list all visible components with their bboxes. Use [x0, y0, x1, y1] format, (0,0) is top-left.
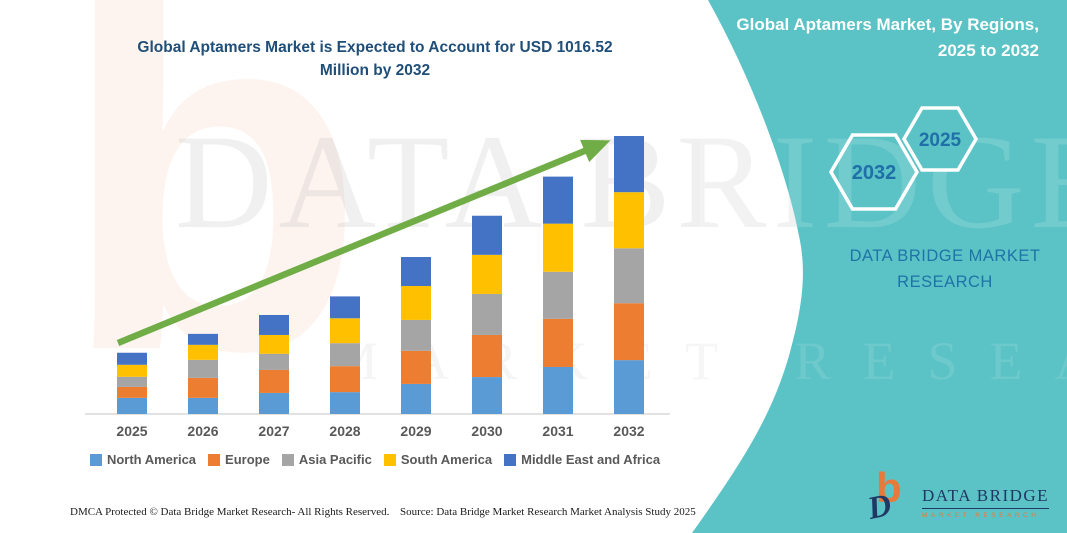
bar-segment-2032-middle-east-and-africa [614, 136, 644, 193]
bar-segment-2026-asia-pacific [188, 359, 218, 378]
bar-segment-2031-north-america [543, 366, 573, 414]
bar-segment-2031-asia-pacific [543, 271, 573, 319]
bar-segment-2032-north-america [614, 360, 644, 414]
bar-segment-2028-south-america [330, 318, 360, 344]
bar-segment-2027-south-america [259, 334, 289, 354]
bar-segment-2029-south-america [401, 286, 431, 320]
x-axis-label-2027: 2027 [258, 423, 289, 439]
bar-segment-2032-asia-pacific [614, 248, 644, 304]
legend-label: North America [106, 452, 197, 467]
bar-segment-2028-asia-pacific [330, 343, 360, 367]
bar-segment-2028-europe [330, 366, 360, 393]
legend-label: Europe [225, 452, 270, 467]
legend-swatch-icon [383, 453, 396, 466]
bar-segment-2029-europe [401, 350, 431, 384]
chart-title: Global Aptamers Market is Expected to Ac… [137, 39, 613, 80]
x-axis-label-2025: 2025 [116, 423, 147, 439]
panel-title: Global Aptamers Market, By Regions, 2025… [736, 15, 1039, 60]
footer-dmca-text: DMCA Protected © Data Bridge Market Rese… [70, 506, 390, 518]
bar-segment-2028-middle-east-and-africa [330, 296, 360, 319]
legend-label: Asia Pacific [298, 452, 372, 467]
bar-segment-2031-europe [543, 318, 573, 367]
bar-segment-2030-asia-pacific [472, 293, 502, 335]
legend-item-north-america: North America [89, 452, 197, 467]
bar-segment-2029-middle-east-and-africa [401, 257, 431, 287]
x-axis-label-2032: 2032 [613, 423, 644, 439]
bar-segment-2029-north-america [401, 383, 431, 414]
hexagon-2032 [828, 133, 920, 211]
dbmr-logo: b D DATA BRIDGE MARKET RESEARCH [864, 464, 1066, 530]
bar-segment-2032-europe [614, 303, 644, 361]
bar-segment-2029-asia-pacific [401, 319, 431, 351]
logo-name: DATA BRIDGE [922, 486, 1050, 509]
legend-item-asia-pacific: Asia Pacific [281, 452, 372, 467]
legend-item-south-america: South America [383, 452, 493, 467]
dbmr-logo-icon: b D [864, 464, 902, 527]
x-axis-label-2026: 2026 [187, 423, 218, 439]
bar-segment-2030-europe [472, 334, 502, 378]
bar-segment-2026-middle-east-and-africa [188, 333, 218, 345]
bar-segment-2026-europe [188, 377, 218, 398]
logo-tagline: MARKET RESEARCH [922, 511, 1040, 519]
legend-swatch-icon [504, 453, 517, 466]
bar-segment-2030-middle-east-and-africa [472, 215, 502, 255]
x-axis-label-2028: 2028 [329, 423, 360, 439]
legend-swatch-icon [281, 453, 294, 466]
bar-segment-2027-middle-east-and-africa [259, 314, 289, 335]
bar-segment-2030-south-america [472, 254, 502, 294]
x-axis-labels: 2025 2026 2027 2028 2029 2030 2031 2032 [116, 423, 644, 439]
trend-arrow [116, 139, 611, 347]
legend-label: South America [400, 452, 493, 467]
bar-segment-2025-south-america [117, 364, 147, 377]
brand-text: DATA BRIDGE MARKET RESEARCH [849, 247, 1041, 291]
bar-segment-2025-europe [117, 386, 147, 398]
bar-segment-2031-south-america [543, 223, 573, 272]
hexagon-2025-label: 2025 [919, 130, 962, 151]
legend-item-middle-east-and-africa: Middle East and Africa [504, 452, 660, 467]
hexagon-2032-label: 2032 [852, 162, 897, 184]
bar-segment-2030-north-america [472, 377, 502, 414]
hexagon-2025 [901, 106, 979, 172]
bars-group [117, 136, 644, 414]
footer-source-text: Source: Data Bridge Market Research Mark… [400, 506, 696, 518]
bar-segment-2027-north-america [259, 392, 289, 414]
x-axis-label-2029: 2029 [400, 423, 431, 439]
bar-segment-2027-asia-pacific [259, 353, 289, 370]
legend-swatch-icon [89, 453, 102, 466]
legend-item-europe: Europe [208, 452, 270, 467]
stacked-bar-chart: 2025 2026 2027 2028 2029 2030 2031 2032 [85, 136, 670, 439]
bar-segment-2028-north-america [330, 392, 360, 414]
bar-segment-2031-middle-east-and-africa [543, 176, 573, 224]
bar-segment-2032-south-america [614, 192, 644, 249]
hexagon-years-graphic: 2032 2025 [828, 106, 979, 211]
bar-segment-2026-south-america [188, 344, 218, 360]
legend-swatch-icon [208, 453, 221, 466]
chart-legend: North America Europe Asia Pacific South Ame… [70, 452, 680, 467]
bar-segment-2026-north-america [188, 397, 218, 414]
bar-segment-2027-europe [259, 369, 289, 393]
x-axis-label-2030: 2030 [471, 423, 502, 439]
legend-label: Middle East and Africa [521, 452, 661, 467]
bar-segment-2025-north-america [117, 397, 147, 414]
x-axis-label-2031: 2031 [542, 423, 573, 439]
bar-segment-2025-asia-pacific [117, 376, 147, 387]
bar-segment-2025-middle-east-and-africa [117, 352, 147, 365]
